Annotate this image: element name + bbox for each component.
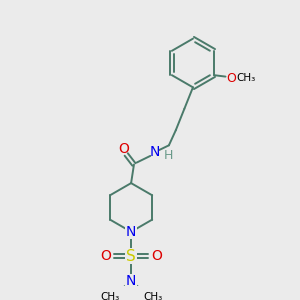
Text: CH₃: CH₃ [143, 292, 162, 300]
Text: S: S [126, 249, 136, 264]
Text: N: N [149, 146, 160, 160]
Text: CH₃: CH₃ [100, 292, 119, 300]
Text: O: O [152, 249, 162, 263]
Text: H: H [164, 149, 174, 162]
Text: O: O [226, 71, 236, 85]
Text: CH₃: CH₃ [236, 73, 255, 83]
Text: O: O [118, 142, 129, 156]
Text: N: N [126, 225, 136, 239]
Text: O: O [100, 249, 111, 263]
Text: N: N [126, 274, 136, 288]
